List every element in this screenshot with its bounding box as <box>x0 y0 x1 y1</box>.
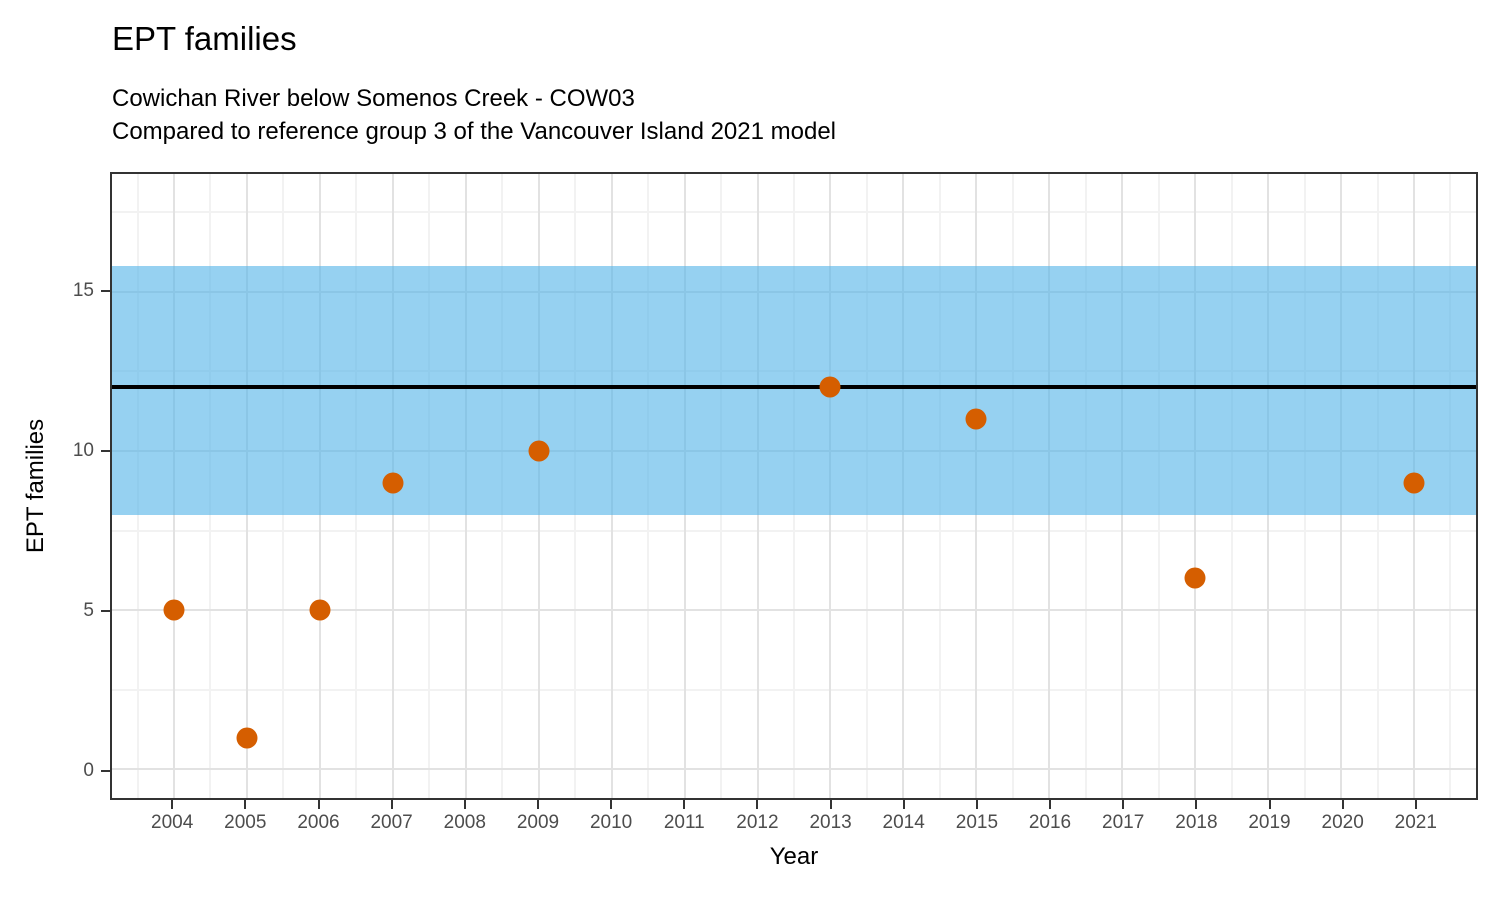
y-minor-gridline <box>112 688 1476 691</box>
y-major-gridline <box>112 768 1476 771</box>
x-tick-label: 2018 <box>1175 812 1218 833</box>
reference-band <box>112 266 1476 515</box>
data-point <box>382 472 404 494</box>
x-tick-label: 2012 <box>736 812 779 833</box>
data-point <box>236 727 258 748</box>
x-tick-label: 2011 <box>663 812 705 833</box>
plot-panel <box>110 172 1478 800</box>
x-tick-label: 2004 <box>151 812 194 833</box>
x-axis-tick <box>975 800 978 809</box>
data-point <box>965 408 987 430</box>
x-tick-label: 2021 <box>1394 812 1437 833</box>
x-tick-label: 2005 <box>224 812 267 833</box>
x-axis-tick <box>390 800 393 809</box>
x-axis-tick <box>317 800 320 809</box>
chart-title: EPT families <box>112 20 297 57</box>
data-point <box>528 440 550 462</box>
x-tick-label: 2009 <box>516 812 560 833</box>
data-point <box>309 599 331 621</box>
data-point <box>1403 472 1425 494</box>
x-axis-title: Year <box>769 843 819 870</box>
x-axis-tick <box>1414 800 1417 809</box>
x-axis-tick <box>902 800 905 809</box>
reference-line <box>112 385 1476 390</box>
x-axis-tick <box>1049 800 1051 809</box>
x-tick-label: 2010 <box>589 812 633 833</box>
x-axis-tick <box>171 800 174 809</box>
chart-subtitle: Cowichan River below Somenos Creek - COW… <box>112 82 836 148</box>
y-axis-tick <box>101 770 110 773</box>
x-axis-tick <box>756 800 759 809</box>
y-tick-label: 5 <box>83 600 94 621</box>
y-axis-tick <box>101 289 110 292</box>
x-axis-tick <box>537 800 539 809</box>
x-axis-tick <box>1341 800 1344 809</box>
y-minor-gridline <box>112 211 1476 214</box>
x-axis-tick <box>683 800 686 809</box>
data-point <box>819 376 841 398</box>
x-axis-tick <box>1268 800 1271 809</box>
y-major-gridline <box>112 609 1476 612</box>
x-tick-label: 2008 <box>443 812 486 833</box>
chart-subtitle-line-2: Compared to reference group 3 of the Van… <box>112 118 837 145</box>
chart-subtitle-line-1: Cowichan River below Somenos Creek - COW… <box>112 85 635 112</box>
x-axis-tick <box>1195 800 1198 809</box>
y-tick-label: 0 <box>83 760 94 782</box>
x-axis-tick <box>1122 800 1125 809</box>
y-axis-tick <box>101 610 110 612</box>
x-tick-label: 2016 <box>1028 812 1072 833</box>
data-point <box>163 599 185 621</box>
x-axis-tick <box>829 800 832 809</box>
x-tick-label: 2014 <box>882 812 925 833</box>
x-axis-tick <box>463 800 466 809</box>
y-tick-label: 10 <box>72 439 94 461</box>
data-point <box>1184 567 1206 589</box>
y-tick-label: 15 <box>72 279 94 301</box>
x-tick-label: 2019 <box>1248 812 1291 833</box>
x-axis-tick <box>610 800 613 809</box>
x-axis-tick <box>244 800 247 809</box>
y-minor-gridline <box>112 529 1476 532</box>
x-tick-label: 2017 <box>1102 812 1145 833</box>
x-tick-label: 2020 <box>1321 812 1364 833</box>
x-tick-label: 2007 <box>370 812 413 833</box>
y-axis-tick <box>101 449 110 452</box>
x-tick-label: 2006 <box>297 812 340 833</box>
x-tick-label: 2015 <box>955 812 999 833</box>
x-tick-label: 2013 <box>809 812 852 833</box>
